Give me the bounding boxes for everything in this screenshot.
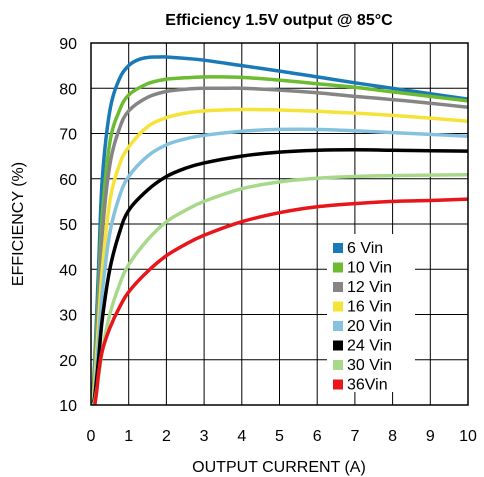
legend-swatch xyxy=(333,243,343,253)
y-tick-label: 90 xyxy=(59,36,77,53)
x-tick-label: 1 xyxy=(124,428,133,445)
chart-title: Efficiency 1.5V output @ 85°C xyxy=(165,12,393,29)
series-line-0 xyxy=(91,55,468,394)
x-tick-label: 3 xyxy=(200,428,209,445)
x-tick-label: 7 xyxy=(350,428,359,445)
y-tick-labels: 10 20 30 40 50 60 70 80 90 xyxy=(59,36,77,415)
x-tick-label: 6 xyxy=(313,428,322,445)
series-line-2 xyxy=(91,86,468,403)
x-tick-label: 10 xyxy=(459,428,477,445)
series-line-5 xyxy=(91,148,468,405)
y-tick-label: 80 xyxy=(59,81,77,98)
y-tick-label: 50 xyxy=(59,217,77,234)
legend-label: 16 Vin xyxy=(347,299,392,316)
x-tick-label: 2 xyxy=(162,428,171,445)
x-axis-label: OUTPUT CURRENT (A) xyxy=(192,459,366,476)
legend-swatch xyxy=(333,301,343,312)
legend-label: 30 Vin xyxy=(347,357,392,374)
series-line-4 xyxy=(91,127,468,405)
legend-swatch xyxy=(333,379,343,390)
series-lines xyxy=(91,55,468,405)
y-tick-label: 30 xyxy=(59,308,77,325)
x-tick-label: 8 xyxy=(388,428,397,445)
y-axis-label: EFFICIENCY (%) xyxy=(10,162,27,286)
x-tick-label: 5 xyxy=(275,428,284,445)
legend-swatch xyxy=(333,340,343,351)
legend-label: 24 Vin xyxy=(347,338,392,355)
x-tick-label: 9 xyxy=(426,428,435,445)
legend-swatch xyxy=(333,360,343,370)
legend-label: 36Vin xyxy=(347,377,388,394)
y-tick-label: 10 xyxy=(59,398,77,415)
legend: 6 Vin 10 Vin 12 Vin 16 Vin 20 Vin 24 Vin 30 Vi… xyxy=(327,234,415,394)
legend-label: 20 Vin xyxy=(347,318,392,335)
legend-swatch xyxy=(333,321,343,331)
series-line-7 xyxy=(93,197,468,405)
x-tick-labels: 0 1 2 3 4 5 6 7 8 9 10 xyxy=(87,428,477,445)
legend-swatch xyxy=(333,262,343,273)
legend-label: 6 Vin xyxy=(347,240,383,257)
y-tick-label: 60 xyxy=(59,172,77,189)
legend-swatch xyxy=(333,282,343,292)
y-tick-label: 70 xyxy=(59,127,77,144)
y-tick-label: 40 xyxy=(59,262,77,279)
x-tick-label: 4 xyxy=(237,428,246,445)
series-line-3 xyxy=(91,107,468,403)
plot-frame xyxy=(90,42,469,406)
legend-label: 12 Vin xyxy=(347,279,392,296)
legend-label: 10 Vin xyxy=(347,260,392,277)
x-tick-label: 0 xyxy=(87,428,96,445)
y-tick-label: 20 xyxy=(59,353,77,370)
